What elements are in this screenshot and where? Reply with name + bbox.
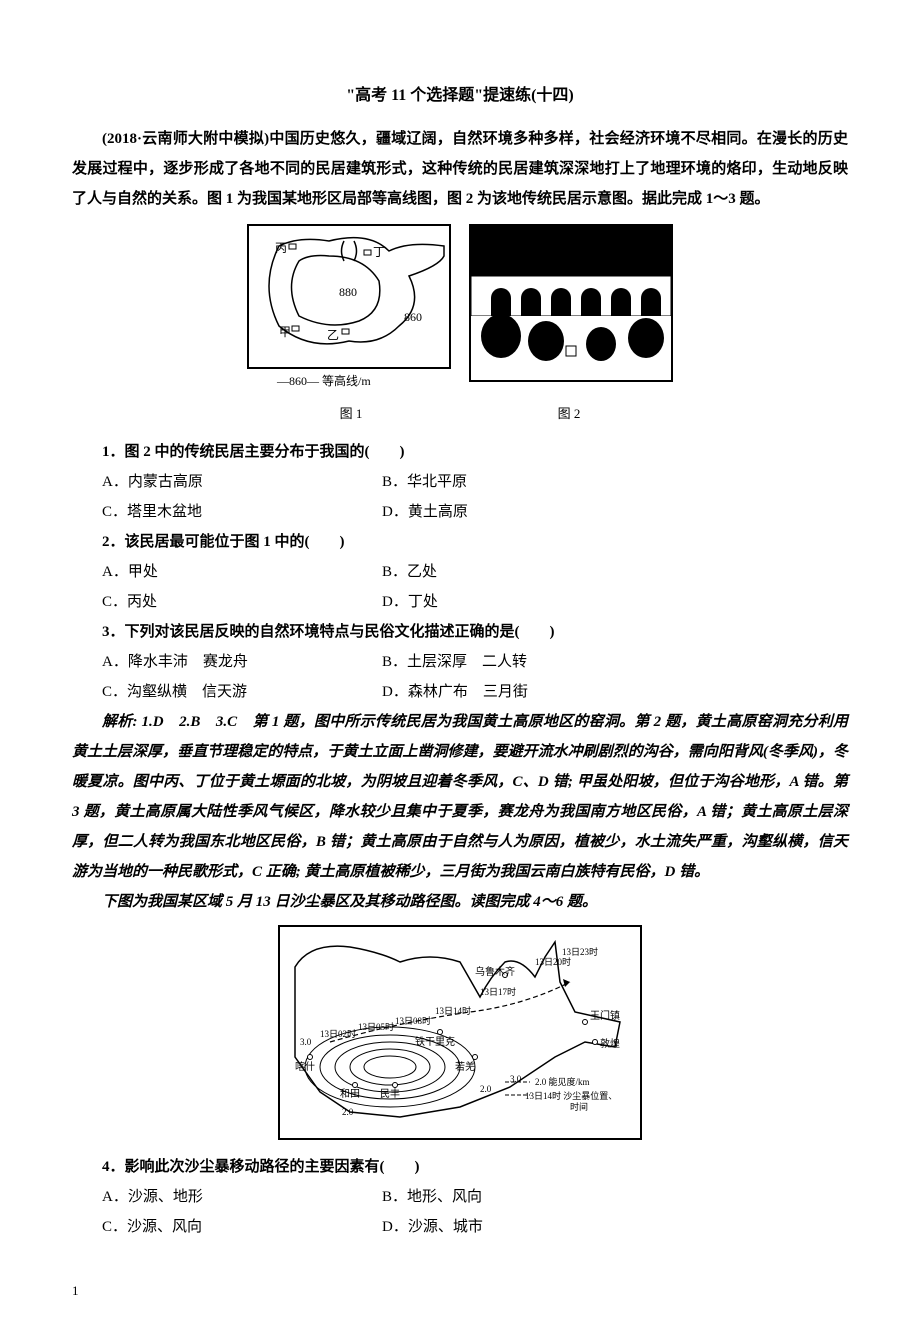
q3-option-a: A．降水丰沛 赛龙舟 bbox=[102, 647, 382, 677]
q3-options-row2: C．沟壑纵横 信天游 D．森林广布 三月街 bbox=[102, 677, 848, 707]
explanation-1: 解析: 1.D 2.B 3.C 第 1 题，图中所示传统民居为我国黄土高原地区的… bbox=[72, 707, 848, 887]
q1-option-b: B．华北平原 bbox=[382, 467, 848, 497]
q4-stem: 4．影响此次沙尘暴移动路径的主要因素有( ) bbox=[72, 1152, 848, 1182]
map-legend2-a: 13日14时 沙尘暴位置、 bbox=[525, 1090, 617, 1101]
q1-option-a: A．内蒙古高原 bbox=[102, 467, 382, 497]
q2-option-a: A．甲处 bbox=[102, 557, 382, 587]
city-dunhuang: 敦煌 bbox=[600, 1037, 620, 1050]
time-5: 13日20时 bbox=[535, 956, 571, 967]
intro-paragraph: (2018·云南师大附中模拟)中国历史悠久，疆域辽阔，自然环境多种多样，社会经济… bbox=[72, 124, 848, 214]
q4-option-c: C．沙源、风向 bbox=[102, 1212, 382, 1242]
q4-option-d: D．沙源、城市 bbox=[382, 1212, 848, 1242]
q1-option-c: C．塔里木盆地 bbox=[102, 497, 382, 527]
q1-options-row1: A．内蒙古高原 B．华北平原 bbox=[102, 467, 848, 497]
time-0: 13日02时 bbox=[320, 1028, 356, 1039]
figures-row: 880 860 甲 乙 丙 丁 —860— 等高线/m bbox=[72, 224, 848, 397]
q2-options-row2: C．丙处 D．丁处 bbox=[102, 587, 848, 617]
time-3: 13日14时 bbox=[435, 1005, 471, 1016]
figure-captions: 图 1 图 2 bbox=[72, 401, 848, 427]
marker-jia: 甲 bbox=[279, 325, 291, 339]
figure-2 bbox=[469, 224, 673, 397]
dwelling-svg bbox=[471, 226, 671, 369]
contour-label-880: 880 bbox=[339, 285, 357, 299]
page-title: "高考 11 个选择题"提速练(十四) bbox=[72, 80, 848, 112]
map-figure: 乌鲁木齐 玉门镇 敦煌 若羌 铁干里克 民丰 和田 喀什 13日02时 13日0… bbox=[72, 925, 848, 1140]
map-legend1: 2.0 能见度/km bbox=[535, 1076, 590, 1087]
marker-bing: 丙 bbox=[275, 241, 287, 255]
contour-map-svg: 880 860 甲 乙 丙 丁 bbox=[249, 226, 449, 356]
q2-option-b: B．乙处 bbox=[382, 557, 848, 587]
city-kashi: 喀什 bbox=[295, 1060, 315, 1073]
time-2: 13日08时 bbox=[395, 1015, 431, 1026]
figure-1: 880 860 甲 乙 丙 丁 —860— 等高线/m bbox=[247, 224, 451, 397]
marker-yi: 乙 bbox=[327, 328, 339, 342]
q3-option-b: B．土层深厚 二人转 bbox=[382, 647, 848, 677]
q3-option-d: D．森林广布 三月街 bbox=[382, 677, 848, 707]
q4-options-row2: C．沙源、风向 D．沙源、城市 bbox=[102, 1212, 848, 1242]
q4-option-b: B．地形、风向 bbox=[382, 1182, 848, 1212]
q2-option-c: C．丙处 bbox=[102, 587, 382, 617]
q4-option-a: A．沙源、地形 bbox=[102, 1182, 382, 1212]
time-4: 13日17时 bbox=[480, 986, 516, 997]
intro-2: 下图为我国某区域 5 月 13 日沙尘暴区及其移动路径图。读图完成 4～6 题。 bbox=[72, 887, 848, 917]
cval-2b: 2.0 bbox=[480, 1084, 492, 1094]
map-legend2-b: 时间 bbox=[570, 1101, 588, 1112]
q3-options-row1: A．降水丰沛 赛龙舟 B．土层深厚 二人转 bbox=[102, 647, 848, 677]
city-tieganlike: 铁干里克 bbox=[415, 1035, 455, 1048]
dust-storm-map-svg: 乌鲁木齐 玉门镇 敦煌 若羌 铁干里克 民丰 和田 喀什 13日02时 13日0… bbox=[280, 927, 640, 1127]
time-1: 13日05时 bbox=[358, 1021, 394, 1032]
marker-ding: 丁 bbox=[373, 245, 385, 259]
city-ruoqiang: 若羌 bbox=[455, 1060, 475, 1073]
page-number: 1 bbox=[72, 1278, 848, 1304]
fig1-legend: —860— 等高线/m bbox=[247, 369, 451, 393]
cval-0: 3.0 bbox=[300, 1037, 312, 1047]
fig2-caption: 图 2 bbox=[469, 401, 669, 427]
q4-options-row1: A．沙源、地形 B．地形、风向 bbox=[102, 1182, 848, 1212]
city-wulumuqi: 乌鲁木齐 bbox=[475, 965, 515, 978]
q3-stem: 3．下列对该民居反映的自然环境特点与民俗文化描述正确的是( ) bbox=[72, 617, 848, 647]
time-6: 13日23时 bbox=[562, 946, 598, 957]
city-minfeng: 民丰 bbox=[380, 1087, 400, 1100]
cval-2: 2.0 bbox=[342, 1107, 354, 1117]
fig1-caption: 图 1 bbox=[251, 401, 451, 427]
city-yumen: 玉门镇 bbox=[590, 1009, 620, 1022]
q1-options-row2: C．塔里木盆地 D．黄土高原 bbox=[102, 497, 848, 527]
q2-options-row1: A．甲处 B．乙处 bbox=[102, 557, 848, 587]
contour-label-860: 860 bbox=[404, 310, 422, 324]
q1-stem: 1．图 2 中的传统民居主要分布于我国的( ) bbox=[72, 437, 848, 467]
q1-option-d: D．黄土高原 bbox=[382, 497, 848, 527]
q2-option-d: D．丁处 bbox=[382, 587, 848, 617]
city-hetian: 和田 bbox=[340, 1088, 360, 1100]
q3-option-c: C．沟壑纵横 信天游 bbox=[102, 677, 382, 707]
q2-stem: 2．该民居最可能位于图 1 中的( ) bbox=[72, 527, 848, 557]
